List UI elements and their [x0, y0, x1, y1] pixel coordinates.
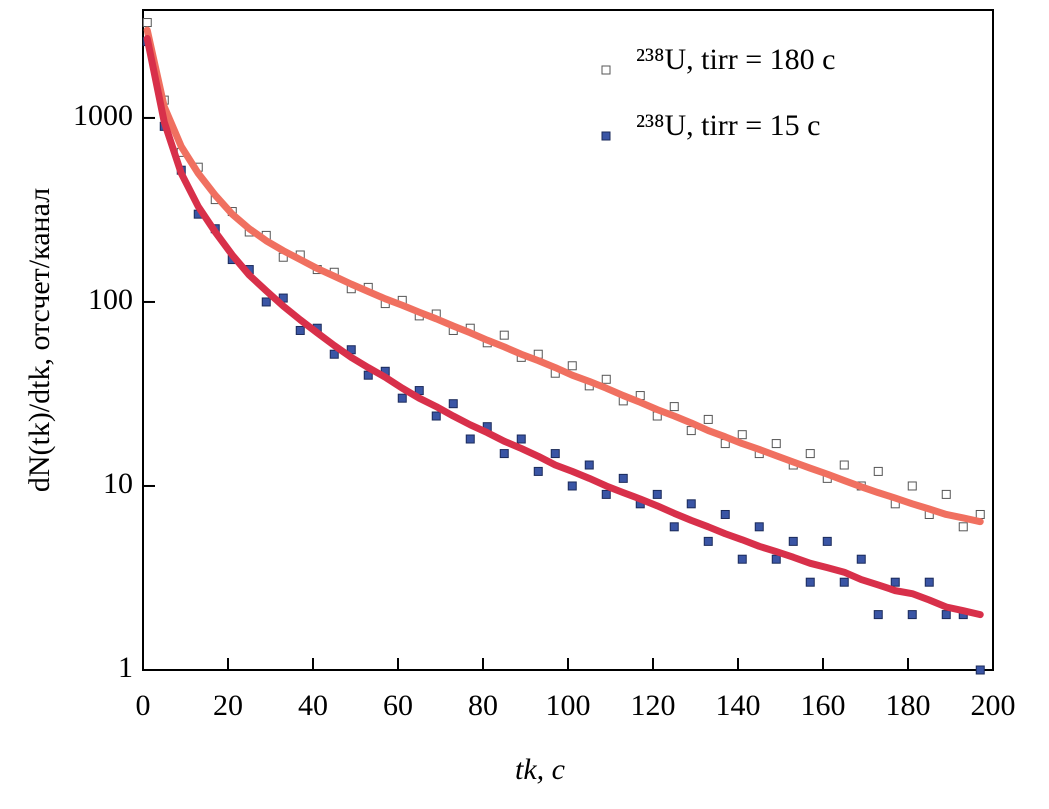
x-tick-label: 160: [801, 689, 846, 722]
data-point: [890, 577, 900, 587]
x-tick-label: 200: [971, 689, 1016, 722]
data-point: [516, 434, 526, 444]
x-tick-label: 120: [631, 689, 676, 722]
y-tick-label: 1: [118, 651, 133, 684]
data-point: [839, 460, 849, 470]
data-point: [499, 330, 509, 340]
data-point: [652, 489, 662, 499]
data-point: [754, 522, 764, 532]
data-point: [448, 399, 458, 409]
data-point: [975, 665, 985, 675]
data-point: [805, 577, 815, 587]
x-axis-label: tk, c: [515, 753, 565, 786]
plot-frame: [142, 9, 994, 671]
data-point: [329, 349, 339, 359]
data-point: [873, 466, 883, 476]
x-tick-label: 180: [886, 689, 931, 722]
data-point: [295, 325, 305, 335]
data-point: [703, 536, 713, 546]
data-point: [720, 509, 730, 519]
data-point: [788, 536, 798, 546]
data-point: [261, 297, 271, 307]
y-tick-label: 10: [103, 467, 133, 500]
data-point: [550, 449, 560, 459]
data-point: [686, 499, 696, 509]
data-point: [567, 361, 577, 371]
x-tick-label: 20: [213, 689, 243, 722]
data-point: [907, 610, 917, 620]
data-point: [924, 577, 934, 587]
x-tick-label: 0: [136, 689, 151, 722]
data-point: [142, 18, 152, 28]
data-point: [669, 402, 679, 412]
legend-label: ²³⁸U, tirr = 15 c: [636, 109, 821, 142]
data-point: [873, 610, 883, 620]
x-tick-label: 80: [468, 689, 498, 722]
data-point: [499, 449, 509, 459]
data-point: [567, 481, 577, 491]
data-point: [958, 522, 968, 532]
data-point: [533, 466, 543, 476]
data-point: [907, 481, 917, 491]
y-tick-label: 1000: [73, 99, 133, 132]
x-tick-label: 40: [298, 689, 328, 722]
data-point: [703, 414, 713, 424]
legend-label: ²³⁸U, tirr = 180 c: [636, 43, 836, 76]
y-axis-label: dN(tk)/dtk, отсчет/канал: [23, 188, 56, 492]
data-point: [771, 439, 781, 449]
data-point: [975, 509, 985, 519]
data-point: [805, 449, 815, 459]
data-point: [397, 393, 407, 403]
y-tick-label: 100: [88, 283, 133, 316]
data-point: [822, 536, 832, 546]
x-tick-label: 100: [546, 689, 591, 722]
x-tick-label: 60: [383, 689, 413, 722]
data-point: [601, 489, 611, 499]
data-point: [737, 430, 747, 440]
data-point: [941, 610, 951, 620]
legend-marker: [601, 131, 611, 141]
legend-marker: [601, 65, 611, 75]
data-point: [618, 473, 628, 483]
data-point: [737, 554, 747, 564]
data-point: [584, 460, 594, 470]
fit-curve: [143, 26, 984, 526]
data-point: [856, 554, 866, 564]
fit-curve: [143, 35, 984, 619]
data-point: [771, 554, 781, 564]
data-point: [669, 522, 679, 532]
data-point: [601, 374, 611, 384]
x-tick-label: 140: [716, 689, 761, 722]
data-point: [465, 434, 475, 444]
data-point: [839, 577, 849, 587]
data-point: [431, 411, 441, 421]
data-point: [941, 489, 951, 499]
